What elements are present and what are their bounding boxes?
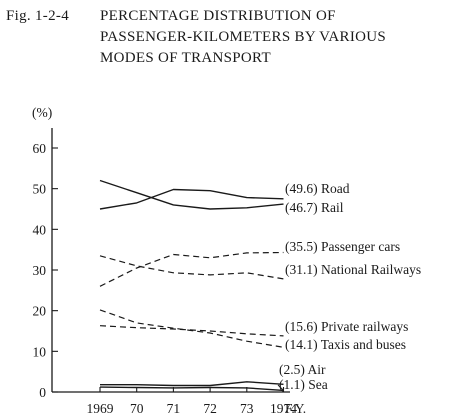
series-label-national-railways: (31.1) National Railways (285, 262, 421, 277)
y-tick-label: 20 (33, 304, 47, 319)
figure-title-line-2: PASSENGER-KILOMETERS BY VARIOUS (100, 29, 386, 45)
series-line-sea (99, 386, 284, 392)
series-label-passenger-cars: (35.5) Passenger cars (285, 239, 400, 254)
series-label-rail: (46.7) Rail (285, 200, 344, 215)
y-tick-label: 30 (33, 263, 47, 278)
series-line-taxis-and-buses (99, 309, 284, 348)
series-label-road: (49.6) Road (285, 181, 350, 196)
y-tick-label: 10 (33, 344, 47, 359)
figure-title-line-1: PERCENTAGE DISTRIBUTION OF (100, 8, 336, 24)
figure-title-line-3: MODES OF TRANSPORT (100, 50, 271, 66)
x-tick-label: 72 (203, 401, 217, 416)
x-tick-label: 71 (167, 401, 181, 416)
figure-number: Fig. 1-2-4 (6, 8, 69, 24)
series-line-national-railways (99, 255, 284, 280)
series-line-rail (99, 179, 284, 210)
x-tick-label: 73 (240, 401, 254, 416)
y-tick-label: 0 (39, 385, 46, 400)
x-axis-unit: F.Y. (285, 401, 306, 416)
y-tick-label: 40 (33, 222, 47, 237)
series-label-sea: (1.1) Sea (279, 377, 328, 392)
series-line-road (99, 188, 284, 210)
series-line-passenger-cars (99, 251, 284, 287)
y-tick-label: 50 (33, 182, 47, 197)
x-tick-label: 1974 (270, 401, 297, 416)
series-label-private-railways: (15.6) Private railways (285, 319, 408, 334)
x-tick-label: 70 (130, 401, 144, 416)
series-label-air: (2.5) Air (279, 362, 326, 377)
series-line-air (100, 381, 284, 387)
sea-label-leader (277, 384, 284, 391)
x-tick-label: 1969 (87, 401, 114, 416)
y-axis-unit: (%) (32, 105, 52, 120)
y-tick-label: 60 (33, 141, 47, 156)
series-label-taxis-and-buses: (14.1) Taxis and buses (285, 337, 406, 352)
